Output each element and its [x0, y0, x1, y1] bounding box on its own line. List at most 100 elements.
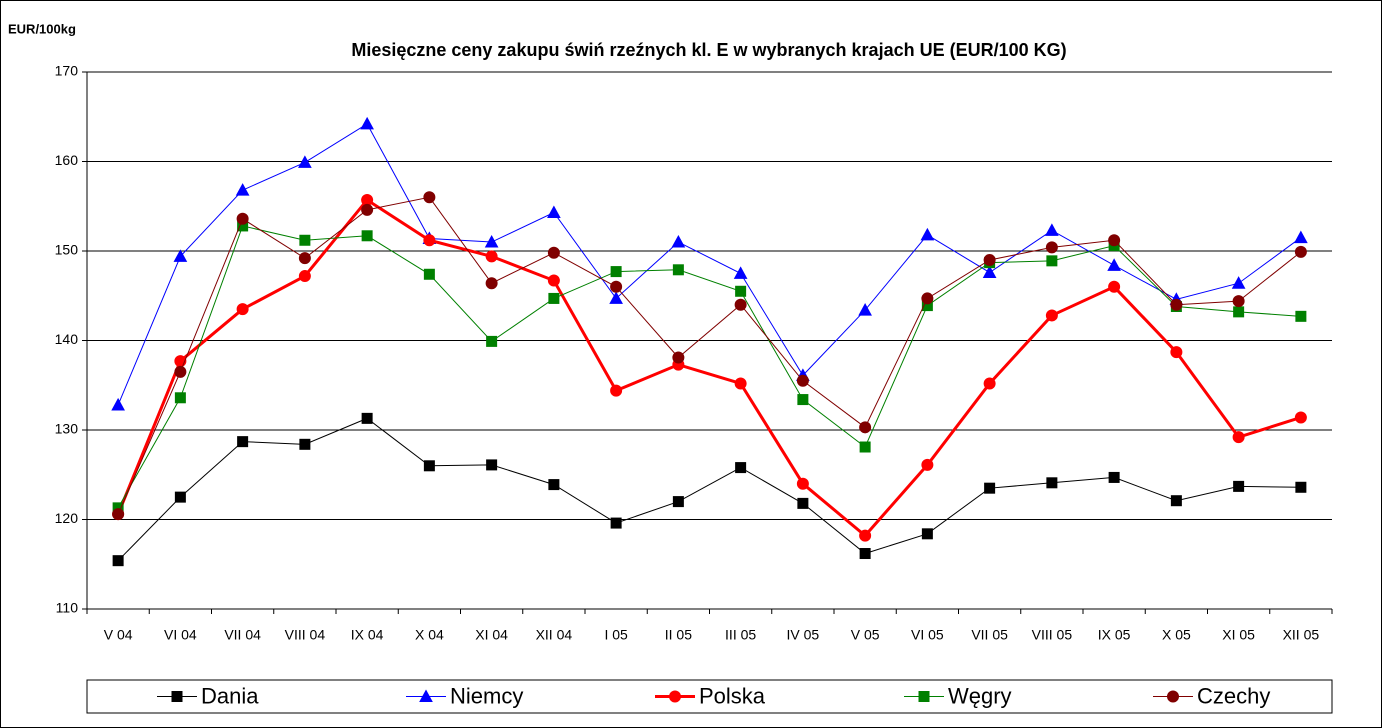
x-tick-label: XI 05	[1222, 627, 1255, 643]
data-point	[1295, 310, 1307, 322]
x-tick-label: X 04	[415, 627, 444, 643]
data-point	[859, 529, 872, 542]
data-point	[672, 496, 684, 508]
x-tick-label: IX 05	[1098, 627, 1131, 643]
legend-marker	[419, 689, 433, 702]
x-tick-label: X 05	[1162, 627, 1191, 643]
data-point	[1045, 241, 1058, 254]
data-point	[486, 459, 498, 471]
legend-label: Węgry	[948, 683, 1012, 708]
data-point	[235, 183, 250, 196]
data-point	[548, 479, 560, 491]
legend-marker	[1167, 690, 1179, 703]
y-tick-label: 110	[56, 600, 79, 616]
y-tick-label: 120	[55, 510, 79, 526]
data-point	[859, 421, 872, 434]
legend-marker	[171, 691, 183, 702]
x-tick-label: XII 04	[536, 627, 573, 643]
chart-title: Miesięczne ceny zakupu świń rzeźnych kl.…	[351, 40, 1066, 60]
y-tick-label: 160	[55, 152, 79, 168]
data-point	[982, 265, 997, 278]
data-point	[423, 460, 435, 472]
x-tick-label: V 04	[104, 627, 133, 643]
data-point	[1046, 477, 1058, 489]
series-line	[117, 417, 1301, 562]
data-point	[797, 394, 809, 406]
data-point	[298, 252, 311, 265]
data-point	[609, 291, 623, 304]
legend-label: Niemcy	[450, 683, 523, 708]
series-line	[117, 225, 1301, 509]
x-tick-label: VI 04	[164, 627, 197, 643]
data-point	[1232, 431, 1245, 444]
data-point	[921, 528, 933, 540]
data-point	[485, 250, 498, 263]
data-point	[174, 365, 187, 378]
data-point	[423, 191, 436, 204]
data-point	[112, 555, 124, 567]
data-point	[610, 266, 622, 278]
x-tick-label: XI 04	[475, 627, 508, 643]
data-point	[1231, 276, 1246, 289]
legend-label: Czechy	[1197, 683, 1270, 708]
data-point	[921, 458, 934, 471]
x-tick-label: IX 04	[351, 627, 384, 643]
data-point	[734, 377, 747, 390]
data-point	[423, 268, 435, 280]
x-tick-label: XII 05	[1283, 627, 1320, 643]
data-point	[983, 253, 996, 266]
data-point	[733, 266, 748, 279]
data-point	[361, 412, 373, 424]
series-line	[117, 196, 1302, 515]
data-point	[1045, 223, 1059, 236]
data-point	[920, 227, 935, 241]
data-point	[858, 303, 872, 316]
data-point	[423, 234, 436, 247]
x-tick-label: I 05	[604, 627, 628, 643]
data-point	[1232, 295, 1245, 308]
data-point	[672, 264, 684, 276]
data-point	[797, 497, 809, 509]
data-point	[547, 274, 560, 287]
data-point	[299, 234, 311, 246]
data-point	[1108, 234, 1121, 247]
data-point	[174, 392, 186, 404]
x-tick-label: II 05	[665, 627, 692, 643]
data-point	[484, 235, 499, 248]
series-line	[117, 123, 1302, 406]
data-point	[547, 205, 561, 219]
y-tick-label: 130	[55, 421, 79, 437]
data-point	[299, 438, 311, 450]
data-point	[1233, 306, 1245, 318]
data-point	[672, 351, 685, 364]
data-point	[236, 303, 249, 316]
data-point	[237, 436, 249, 448]
data-point	[921, 292, 934, 305]
legend-label: Polska	[699, 683, 766, 708]
legend-marker	[669, 690, 681, 703]
data-point	[1294, 230, 1308, 244]
data-point	[485, 277, 498, 290]
data-point	[361, 203, 374, 216]
data-point	[1108, 280, 1121, 293]
x-tick-label: VII 05	[971, 627, 1008, 643]
legend-box	[86, 679, 1333, 714]
y-axis-label: EUR/100kg	[8, 21, 76, 36]
y-tick-label: 150	[55, 242, 79, 258]
x-tick-label: III 05	[725, 627, 756, 643]
data-point	[1233, 480, 1245, 492]
data-point	[610, 280, 623, 293]
data-point	[859, 548, 871, 560]
data-point	[983, 377, 996, 390]
data-point	[486, 335, 498, 347]
data-point	[298, 155, 312, 168]
data-point	[735, 285, 747, 297]
data-point	[1046, 255, 1058, 267]
data-point	[796, 374, 809, 387]
data-point	[1108, 471, 1120, 483]
data-point	[1045, 309, 1058, 322]
x-tick-label: VI 05	[911, 627, 944, 643]
data-point	[859, 441, 871, 453]
data-point	[548, 292, 560, 304]
